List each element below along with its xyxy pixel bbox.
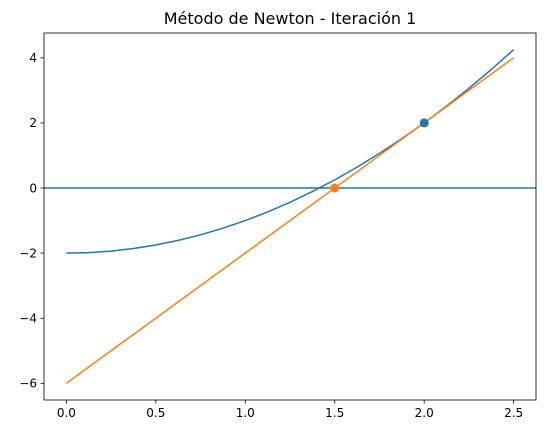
y-tick-label: 4 bbox=[29, 51, 37, 65]
y-tick-label: −6 bbox=[19, 377, 37, 391]
x-tick-label: 1.5 bbox=[325, 406, 344, 420]
x-tick-label: 2.0 bbox=[415, 406, 434, 420]
plot-content bbox=[44, 49, 536, 384]
y-tick-label: −4 bbox=[19, 312, 37, 326]
x-tick-label: 1.0 bbox=[236, 406, 255, 420]
y-tick-label: 2 bbox=[29, 116, 37, 130]
chart-title: Método de Newton - Iteración 1 bbox=[164, 9, 417, 28]
y-tick-label: 0 bbox=[29, 181, 37, 195]
axis-layer: 0.0 0.5 1.0 1.5 2.0 2.5 −6 −4 −2 0 2 4 bbox=[19, 32, 537, 420]
y-tick-label: −2 bbox=[19, 246, 37, 260]
x-tick-label: 0.5 bbox=[146, 406, 165, 420]
next-point-marker bbox=[330, 183, 340, 193]
x-tick-label: 0.0 bbox=[57, 406, 76, 420]
current-point-marker bbox=[419, 118, 429, 128]
plot-layer bbox=[44, 49, 536, 384]
axes-frame bbox=[43, 32, 537, 401]
tangent-line bbox=[65, 57, 515, 384]
x-tick-label: 2.5 bbox=[504, 406, 523, 420]
